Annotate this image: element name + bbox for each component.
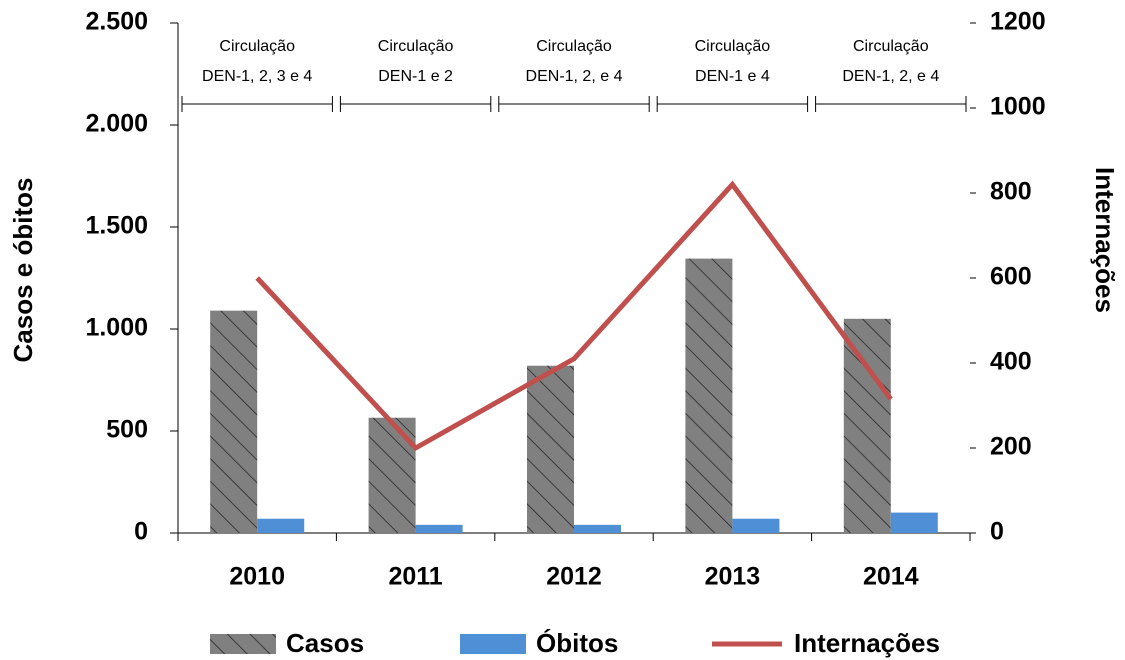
bar	[415, 524, 463, 533]
bar	[368, 417, 416, 533]
bar	[685, 258, 733, 533]
x-tick-label: 2011	[388, 563, 442, 591]
y2-tick-label: 0	[990, 518, 1004, 546]
legend-label: Casos	[286, 628, 364, 658]
x-tick-label: 2013	[705, 563, 761, 591]
y2-tick-label: 800	[990, 178, 1032, 206]
bar	[890, 512, 938, 533]
y-tick-label: 1.500	[85, 212, 148, 240]
x-tick-label: 2010	[229, 563, 285, 591]
annotation: DEN-1 e 4	[695, 68, 770, 85]
y-tick-label: 500	[106, 416, 148, 444]
y2-tick-label: 600	[990, 263, 1032, 291]
bar	[574, 524, 621, 533]
bar	[843, 318, 891, 533]
x-tick-label: 2012	[546, 563, 602, 591]
line	[255, 180, 893, 452]
y-tick-label: 1.000	[85, 314, 148, 342]
bar	[527, 365, 574, 533]
annotation: Circulação	[536, 38, 612, 55]
legend-label: Internações	[794, 628, 940, 658]
annotation: Circulação	[378, 38, 454, 55]
y2-axis-title: Internações	[1090, 167, 1120, 313]
legend-swatch	[210, 634, 276, 654]
x-tick-label: 2014	[863, 563, 919, 591]
annotation: DEN-1, 2, 3 e 4	[202, 68, 312, 85]
y2-tick-label: 1200	[990, 8, 1046, 36]
annotation: DEN-1, 2, e 4	[526, 68, 623, 85]
y-tick-label: 2.000	[85, 110, 148, 138]
annotation: DEN-1, 2, e 4	[842, 68, 939, 85]
legend-swatch	[460, 634, 526, 654]
annotation: DEN-1 e 2	[378, 68, 453, 85]
y2-tick-label: 400	[990, 348, 1032, 376]
bar	[210, 310, 258, 533]
annotation: Circulação	[695, 38, 771, 55]
y2-tick-label: 1000	[990, 93, 1046, 121]
y2-tick-label: 200	[990, 433, 1032, 461]
annotation: Circulação	[853, 38, 929, 55]
y-tick-label: 2.500	[85, 8, 148, 36]
bar	[732, 518, 780, 533]
y-axis-title: Casos e óbitos	[8, 178, 38, 363]
legend-label: Óbitos	[536, 628, 618, 658]
bar	[257, 518, 305, 533]
y-tick-label: 0	[134, 518, 148, 546]
annotation: Circulação	[219, 38, 295, 55]
